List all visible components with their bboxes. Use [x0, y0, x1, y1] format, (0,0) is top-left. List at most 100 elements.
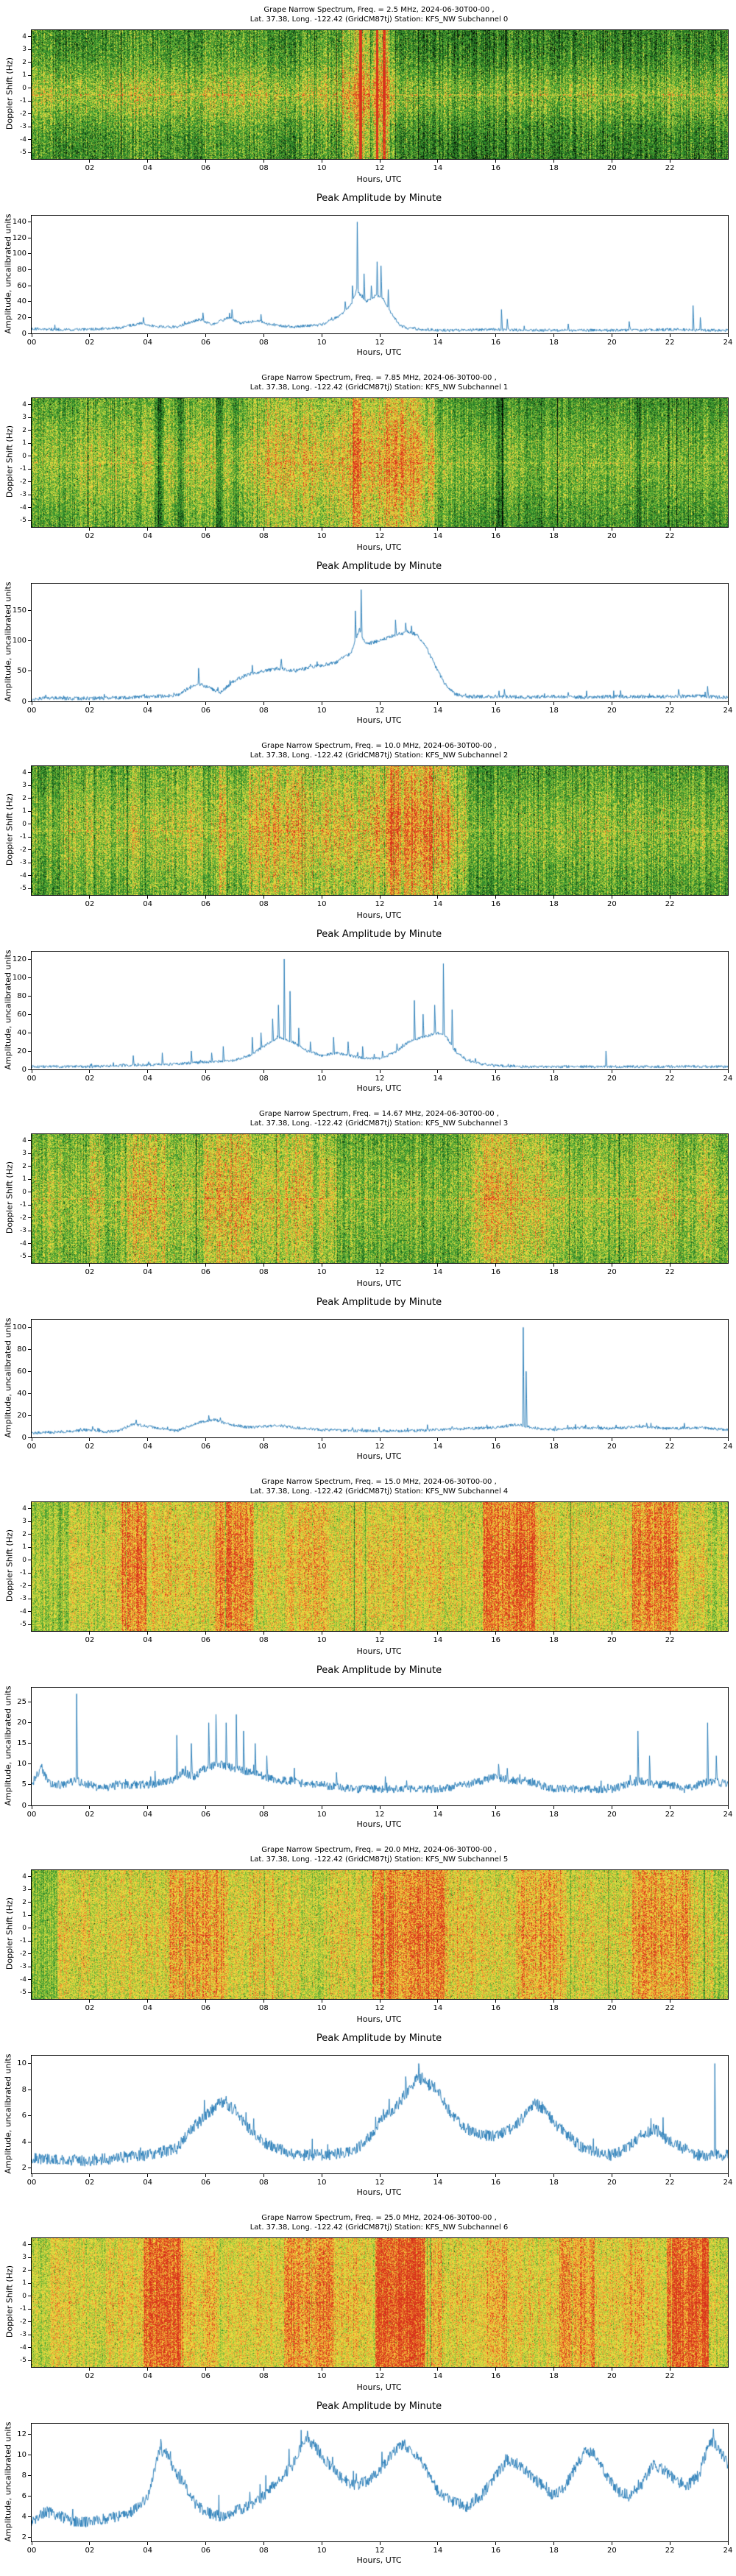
x-tick-label: 08: [258, 2547, 269, 2555]
x-tick-mark: [147, 1264, 149, 1267]
x-tick-label: 20: [606, 532, 617, 540]
y-tick-mark: [28, 62, 31, 63]
x-tick-label: 16: [491, 707, 501, 715]
y-tick-mark: [28, 1178, 31, 1180]
x-tick-label: 20: [606, 1443, 617, 1451]
spectrogram-y-axis-label: Doppler Shift (Hz): [4, 1897, 15, 1970]
spectrogram-canvas: [32, 1870, 728, 1999]
y-tick-label: 2: [22, 426, 26, 434]
y-tick-label: 3: [22, 1518, 26, 1526]
x-tick-label: 12: [375, 2547, 385, 2555]
x-tick-mark: [147, 1438, 149, 1441]
line-chart-title: Peak Amplitude by Minute: [316, 193, 442, 204]
x-tick-label: 22: [665, 2004, 675, 2012]
line-chart-plot-area: [31, 1319, 729, 1438]
y-tick-mark: [28, 1217, 31, 1219]
x-tick-mark: [205, 1806, 206, 1809]
x-tick-label: 20: [606, 1075, 617, 1083]
y-tick-label: -4: [20, 1975, 26, 1984]
x-tick-mark: [147, 1070, 149, 1073]
x-tick-label: 16: [491, 1268, 501, 1276]
x-tick-mark: [727, 702, 729, 705]
x-tick-label: 14: [433, 707, 443, 715]
spectrogram-y-axis-label: Doppler Shift (Hz): [4, 425, 15, 498]
x-tick-mark: [495, 160, 497, 163]
y-tick-label: 2: [22, 2266, 26, 2274]
x-tick-label: 20: [606, 339, 617, 347]
x-tick-label: 20: [606, 2547, 617, 2555]
y-tick-mark: [28, 1763, 31, 1765]
x-tick-mark: [495, 1264, 497, 1267]
x-tick-label: 14: [433, 1075, 443, 1083]
y-tick-label: -1: [20, 2305, 26, 2313]
x-tick-label: 12: [375, 707, 385, 715]
x-tick-label: 22: [665, 1268, 675, 1276]
spectrogram-canvas: [32, 1502, 728, 1631]
y-tick-label: -1: [20, 1569, 26, 1577]
x-tick-label: 10: [316, 2372, 327, 2380]
y-tick-mark: [28, 995, 31, 997]
y-tick-label: 25: [17, 1698, 26, 1707]
y-tick-mark: [28, 1889, 31, 1890]
x-tick-label: 00: [26, 1075, 37, 1083]
x-tick-label: 08: [258, 339, 269, 347]
y-tick-label: 0: [22, 1188, 26, 1196]
x-tick-mark: [495, 1438, 497, 1441]
x-tick-mark: [379, 702, 381, 705]
x-tick-label: 08: [258, 1268, 269, 1276]
y-tick-mark: [28, 1415, 31, 1416]
x-tick-label: 16: [491, 1443, 501, 1451]
line-chart-canvas: [32, 216, 728, 333]
subchannel-panel: Grape Narrow Spectrum, Freq. = 14.67 MHz…: [0, 1104, 736, 1472]
x-tick-label: 14: [433, 1811, 443, 1819]
x-tick-mark: [553, 1438, 554, 1441]
y-tick-label: 1: [22, 1543, 26, 1551]
y-tick-label: 0: [22, 2292, 26, 2300]
x-tick-label: 18: [549, 339, 559, 347]
y-tick-label: 4: [22, 400, 26, 408]
y-tick-label: 0: [21, 697, 26, 706]
x-tick-mark: [89, 1806, 91, 1809]
x-tick-label: 14: [433, 532, 443, 540]
x-tick-label: 22: [665, 1443, 675, 1451]
x-tick-mark: [553, 1264, 554, 1267]
y-tick-label: 40: [17, 297, 26, 306]
spectrogram-title: Grape Narrow Spectrum, Freq. = 25.0 MHz,…: [31, 2213, 727, 2232]
x-tick-mark: [437, 1438, 439, 1441]
y-tick-label: 6: [21, 2491, 26, 2500]
x-tick-mark: [205, 896, 206, 899]
line-chart-title: Peak Amplitude by Minute: [316, 561, 442, 572]
y-tick-mark: [28, 1992, 31, 1993]
x-tick-mark: [89, 528, 91, 531]
y-tick-mark: [28, 316, 31, 318]
x-tick-mark: [495, 1070, 497, 1073]
y-tick-label: 2: [21, 2164, 26, 2173]
y-tick-mark: [28, 139, 31, 141]
x-tick-mark: [727, 1438, 729, 1441]
subchannel-panel: Grape Narrow Spectrum, Freq. = 10.0 MHz,…: [0, 736, 736, 1104]
x-tick-mark: [263, 528, 264, 531]
y-tick-label: 0: [21, 329, 26, 338]
subchannel-panel: Grape Narrow Spectrum, Freq. = 2.5 MHz, …: [0, 0, 736, 368]
x-tick-label: 12: [375, 1075, 385, 1083]
x-tick-mark: [553, 2174, 554, 2177]
y-tick-mark: [28, 49, 31, 50]
x-tick-mark: [147, 896, 149, 899]
x-tick-label: 18: [549, 1268, 559, 1276]
y-tick-mark: [28, 2257, 31, 2258]
y-tick-mark: [28, 2321, 31, 2323]
y-tick-label: 1: [22, 71, 26, 79]
x-tick-label: 22: [665, 2547, 675, 2555]
x-tick-label: 14: [433, 1268, 443, 1276]
x-tick-mark: [89, 1438, 91, 1441]
spectrogram-title-line1: Grape Narrow Spectrum, Freq. = 20.0 MHz,…: [261, 1846, 497, 1854]
x-tick-label: 10: [316, 1636, 327, 1644]
x-tick-label: 14: [433, 1636, 443, 1644]
x-tick-mark: [437, 1264, 439, 1267]
x-tick-label: 24: [723, 1075, 733, 1083]
y-tick-label: -5: [20, 149, 26, 157]
x-tick-label: 02: [85, 164, 95, 172]
y-tick-label: -2: [20, 1950, 26, 1958]
x-tick-label: 22: [665, 1075, 675, 1083]
y-tick-label: -5: [20, 1989, 26, 1997]
